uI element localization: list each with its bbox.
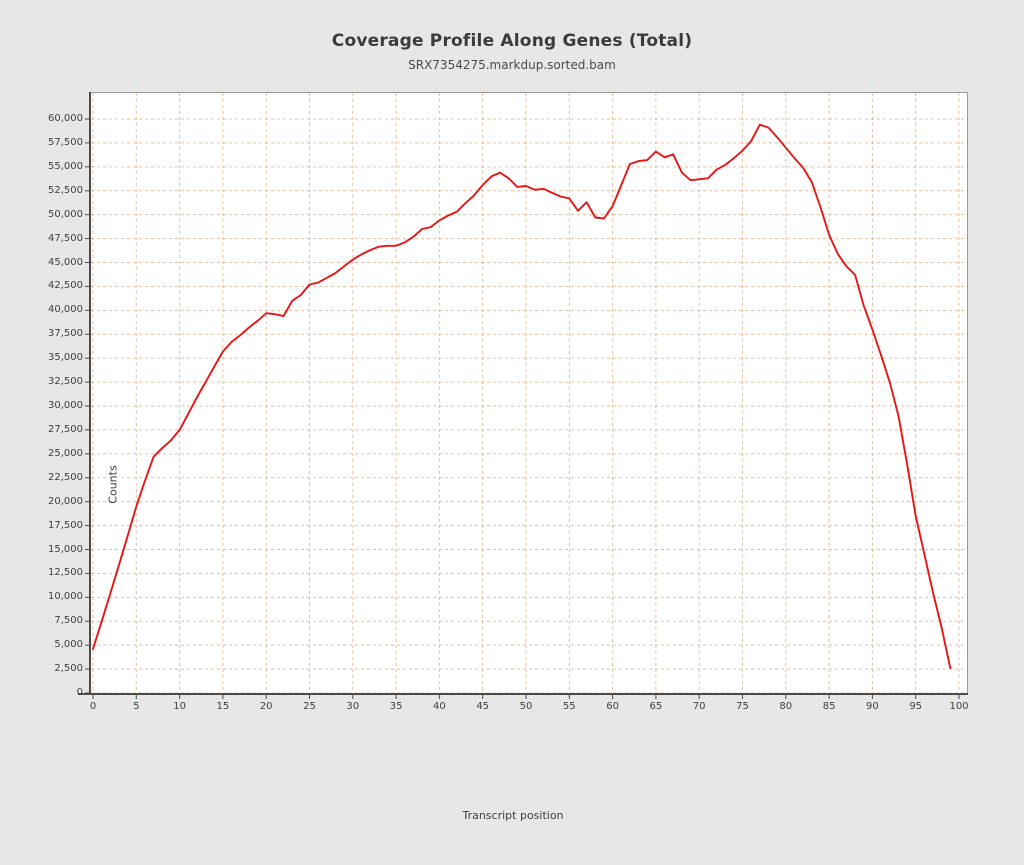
x-tick-label: 50	[519, 701, 533, 712]
y-tick-label: 45,000	[48, 256, 83, 268]
x-tick-label: 100	[949, 701, 969, 712]
x-tick-label: 40	[433, 701, 446, 712]
y-tick-label: 47,500	[48, 232, 83, 244]
y-tick-label: 40,000	[48, 304, 83, 316]
plot-svg	[85, 93, 967, 699]
y-tick-label: 50,000	[48, 208, 83, 220]
y-tick-label: 5,000	[54, 639, 83, 651]
y-tick-label: 52,500	[48, 184, 83, 196]
x-tick-label: 55	[562, 701, 576, 712]
y-tick-label: 30,000	[48, 400, 83, 411]
x-tick-label: 20	[259, 701, 273, 712]
x-tick-label: 0	[89, 701, 97, 712]
y-tick-label: 0	[76, 687, 83, 698]
x-tick-label: 65	[649, 701, 663, 712]
y-tick-label: 15,000	[48, 543, 83, 555]
y-tick-label: 25,000	[48, 447, 83, 459]
x-tick-label: 35	[389, 701, 403, 712]
x-tick-label: 95	[909, 701, 923, 712]
y-tick-label: 42,500	[48, 280, 83, 292]
x-tick-label: 30	[346, 701, 360, 712]
figure: Coverage Profile Along Genes (Total) SRX…	[48, 31, 969, 822]
x-tick-label: 45	[476, 701, 490, 712]
x-tick-label: 75	[736, 701, 749, 712]
y-tick-label: 7,500	[54, 615, 83, 627]
y-tick-label: 35,000	[48, 352, 83, 364]
y-tick-label: 22,500	[48, 471, 83, 483]
chart-subtitle: SRX7354275.markdup.sorted.bam	[408, 58, 616, 72]
y-tick-label: 10,000	[48, 591, 83, 603]
x-tick-label: 25	[303, 701, 316, 712]
x-tick-label: 90	[866, 701, 879, 712]
y-tick-label: 60,000	[48, 113, 83, 124]
y-tick-label: 32,500	[48, 376, 83, 388]
x-tick-label: 70	[692, 701, 706, 712]
x-tick-label: 15	[216, 701, 230, 712]
y-tick-label: 55,000	[48, 160, 83, 172]
y-tick-label: 27,500	[48, 423, 83, 435]
chart-title: Coverage Profile Along Genes (Total)	[331, 31, 693, 51]
x-tick-label: 60	[606, 701, 619, 712]
plot-area: 0 5 10 15 20 25 30 35 40 45 50 55 60 65 70 75 80 85 90 95 10…	[48, 92, 969, 822]
y-axis-spine	[89, 92, 91, 695]
coverage-line	[92, 123, 952, 670]
x-tick-label: 85	[822, 701, 836, 712]
y-tick-label: 2,500	[54, 663, 83, 675]
y-tick-label: 17,500	[48, 519, 83, 531]
x-axis-label: Transcript position	[462, 809, 564, 822]
y-tick-label: 37,500	[48, 328, 83, 340]
y-tick-label: 57,500	[48, 136, 83, 148]
x-axis-spine	[78, 693, 968, 695]
y-tick-label: 20,000	[48, 495, 83, 507]
x-tick-label: 5	[133, 701, 140, 712]
y-axis-label: Counts	[106, 465, 120, 504]
y-tick-label: 12,500	[48, 567, 83, 579]
x-tick-label: 10	[173, 701, 186, 712]
x-tick-label: 80	[779, 701, 793, 712]
